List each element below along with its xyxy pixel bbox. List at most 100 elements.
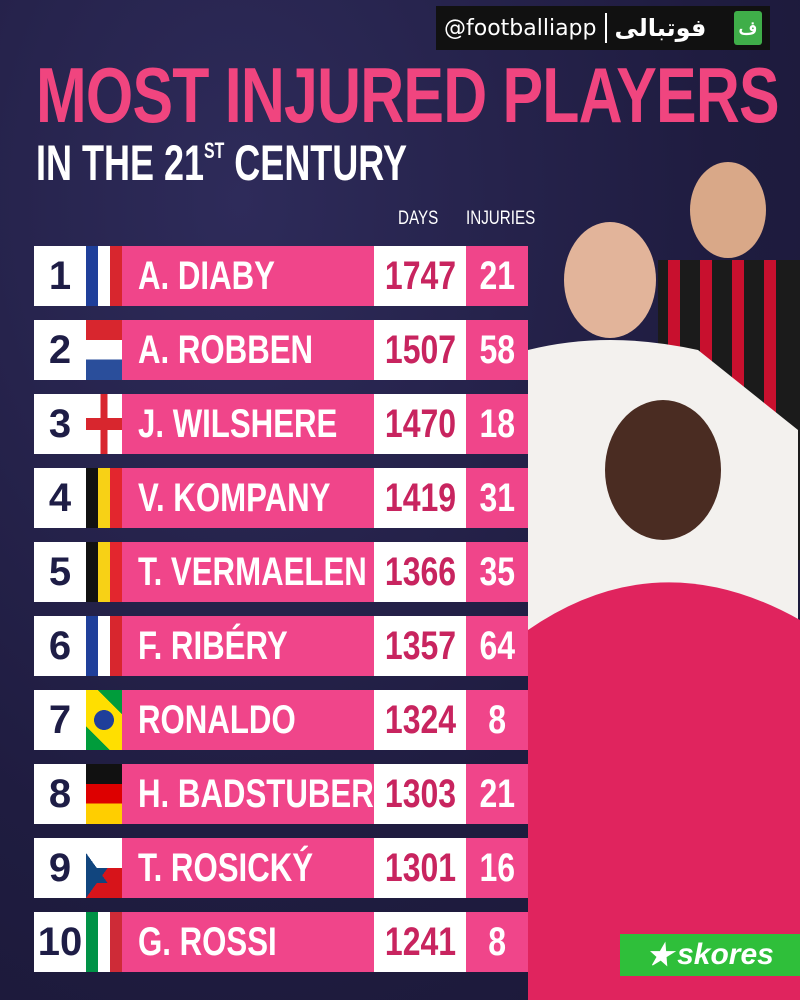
page-title: MOST INJURED PLAYERS: [36, 51, 780, 139]
player-name-text: G. ROSSI: [138, 919, 277, 964]
player-name: A. ROBBEN: [122, 320, 374, 380]
star-icon: ★: [646, 938, 674, 972]
injuries-value: 16: [466, 838, 528, 898]
player-name: T. ROSICKÝ: [122, 838, 374, 898]
player-name: F. RIBÉRY: [122, 616, 374, 676]
table-row: 5 T. VERMAELEN 1366 35: [34, 542, 528, 602]
player-name-text: A. DIABY: [138, 253, 275, 298]
table-row: 10 G. ROSSI 1241 8: [34, 912, 528, 972]
table-row: 2 A. ROBBEN 1507 58: [34, 320, 528, 380]
player-name-text: T. ROSICKÝ: [138, 845, 314, 890]
days-value: 1747: [374, 246, 466, 306]
netherlands-flag-icon: [86, 320, 122, 380]
watermark-handle: @footballiapp: [444, 15, 597, 41]
injuries-text: 21: [479, 771, 515, 816]
table-row: 6 F. RIBÉRY 1357 64: [34, 616, 528, 676]
player-diaby-shirt: [528, 582, 800, 1000]
table-row: 7 RONALDO 1324 8: [34, 690, 528, 750]
player-name-text: V. KOMPANY: [138, 475, 331, 520]
injuries-value: 35: [466, 542, 528, 602]
france-flag-icon: [86, 246, 122, 306]
player-name-text: T. VERMAELEN: [138, 549, 367, 594]
days-text: 1747: [384, 253, 456, 298]
rank: 1: [34, 246, 86, 306]
rank: 4: [34, 468, 86, 528]
days-value: 1301: [374, 838, 466, 898]
injuries-text: 21: [479, 253, 515, 298]
injuries-text: 58: [479, 327, 515, 372]
injuries-value: 58: [466, 320, 528, 380]
belgium-flag-icon: [86, 542, 122, 602]
injuries-text: 16: [479, 845, 515, 890]
injuries-value: 31: [466, 468, 528, 528]
rank: 10: [34, 912, 86, 972]
days-value: 1419: [374, 468, 466, 528]
brand-name: skores: [677, 938, 774, 971]
england-flag-icon: [86, 394, 122, 454]
injuries-text: 8: [488, 919, 506, 964]
days-text: 1507: [384, 327, 456, 372]
days-text: 1419: [384, 475, 456, 520]
injuries-value: 8: [466, 690, 528, 750]
italy-flag-icon: [86, 912, 122, 972]
page-subtitle: IN THE 21ST CENTURY: [36, 138, 407, 188]
subtitle-suffix: CENTURY: [224, 135, 407, 191]
player-name: T. VERMAELEN: [122, 542, 374, 602]
injuries-text: 64: [479, 623, 515, 668]
player-robben: [564, 222, 656, 338]
table-row: 1 A. DIABY 1747 21: [34, 246, 528, 306]
watermark: @footballiapp فوتبالی ف: [436, 6, 770, 50]
player-name: RONALDO: [122, 690, 374, 750]
injuries-value: 64: [466, 616, 528, 676]
subtitle-sup: ST: [204, 138, 225, 163]
player-name: J. WILSHERE: [122, 394, 374, 454]
injuries-text: 18: [479, 401, 515, 446]
table-row: 8 H. BADSTUBER 1303 21: [34, 764, 528, 824]
injuries-text: 31: [479, 475, 515, 520]
rank: 2: [34, 320, 86, 380]
rank: 7: [34, 690, 86, 750]
subtitle-prefix: IN THE 21: [36, 135, 205, 191]
days-text: 1324: [384, 697, 456, 742]
table-row: 3 J. WILSHERE 1470 18: [34, 394, 528, 454]
table-row: 9 T. ROSICKÝ 1301 16: [34, 838, 528, 898]
days-value: 1241: [374, 912, 466, 972]
player-name-text: A. ROBBEN: [138, 327, 314, 372]
player-name-text: RONALDO: [138, 697, 296, 742]
days-value: 1470: [374, 394, 466, 454]
rank: 6: [34, 616, 86, 676]
watermark-logo-icon: ف: [734, 11, 762, 45]
watermark-arabic: فوتبالی: [614, 14, 707, 42]
belgium-flag-icon: [86, 468, 122, 528]
czech-republic-flag-icon: [86, 838, 122, 898]
rank: 3: [34, 394, 86, 454]
days-value: 1324: [374, 690, 466, 750]
player-name: H. BADSTUBER: [122, 764, 374, 824]
player-photos: [528, 162, 800, 1000]
player-name-text: H. BADSTUBER: [138, 771, 374, 816]
player-name: A. DIABY: [122, 246, 374, 306]
skores-logo: ★ skores: [620, 934, 800, 976]
player-name: V. KOMPANY: [122, 468, 374, 528]
germany-flag-icon: [86, 764, 122, 824]
days-value: 1507: [374, 320, 466, 380]
injuries-value: 21: [466, 246, 528, 306]
days-value: 1357: [374, 616, 466, 676]
days-text: 1241: [384, 919, 456, 964]
injuries-text: 8: [488, 697, 506, 742]
player-name-text: J. WILSHERE: [138, 401, 338, 446]
days-text: 1301: [384, 845, 456, 890]
table-row: 4 V. KOMPANY 1419 31: [34, 468, 528, 528]
player-name-text: F. RIBÉRY: [138, 623, 288, 668]
rank: 8: [34, 764, 86, 824]
brazil-flag-icon: [86, 690, 122, 750]
days-text: 1357: [384, 623, 456, 668]
days-text: 1470: [384, 401, 456, 446]
column-header-days: DAYS: [398, 208, 439, 229]
player-name: G. ROSSI: [122, 912, 374, 972]
rank: 5: [34, 542, 86, 602]
player-diaby: [605, 400, 721, 540]
injuries-value: 8: [466, 912, 528, 972]
player-wilshere: [690, 162, 766, 258]
column-header-injuries: INJURIES: [466, 208, 536, 229]
